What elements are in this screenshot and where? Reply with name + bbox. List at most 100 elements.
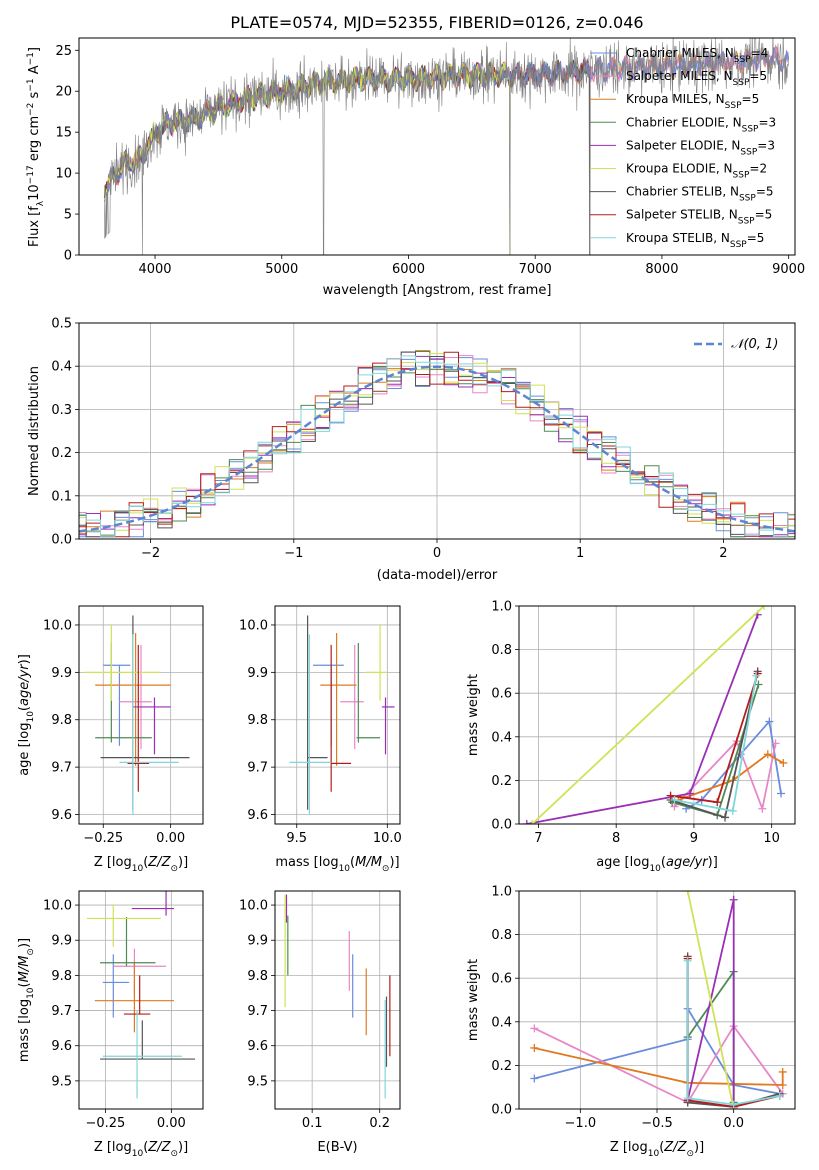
y-tick-label: 10.0 bbox=[239, 618, 268, 633]
y-tick-label: 0.8 bbox=[491, 928, 512, 943]
weight-line-kroupa_stelib bbox=[686, 960, 780, 1106]
y-tick-label: 10.0 bbox=[239, 899, 268, 914]
y-tick-label: 10.0 bbox=[43, 899, 72, 914]
y-tick-label: 0.0 bbox=[51, 533, 72, 548]
x-tick-label: 8000 bbox=[645, 262, 678, 277]
legend-entry: Salpeter MILES, NSSP=5 bbox=[626, 69, 767, 88]
weight-marker-kroupa_miles bbox=[530, 1043, 539, 1052]
x-axis-label: wavelength [Angstrom, rest frame] bbox=[323, 283, 552, 298]
weight-marker-salpeter_elodie bbox=[729, 895, 738, 904]
axes-mass_vs_ebv: 0.1 0.2 9.5 9.6 9.7 9.8 9.9 10.0 E(B-V) bbox=[239, 890, 401, 1155]
weight-line-salpeter_miles bbox=[673, 739, 777, 812]
y-tick-label: 10.0 bbox=[43, 618, 72, 633]
y-tick-label: 9.5 bbox=[51, 1074, 72, 1089]
histogram-kroupa_elodie bbox=[79, 353, 795, 538]
plot-area-age_vs_Z bbox=[84, 615, 190, 815]
axes-frame bbox=[78, 605, 204, 825]
axes-age_vs_Z: −0.25 0.00 9.6 9.7 9.8 9.9 10.0 Z [log10(Z/Z⊙)]… bbox=[17, 605, 204, 874]
weight-marker-chabrier_miles bbox=[530, 1074, 539, 1083]
axes-frame bbox=[78, 37, 796, 256]
axes-frame bbox=[518, 890, 796, 1110]
x-axis-label: E(B-V) bbox=[317, 1140, 357, 1155]
y-axis-label: Flux [fλ10−17 erg cm−2 s−1 A−1] bbox=[26, 47, 46, 247]
axes-frame bbox=[78, 322, 796, 540]
weight-marker-kroupa_stelib bbox=[728, 806, 737, 815]
weight-marker-kroupa_stelib bbox=[775, 1091, 784, 1100]
weight-marker-salpeter_miles bbox=[771, 739, 780, 748]
figure-title: PLATE=0574, MJD=52355, FIBERID=0126, z=0… bbox=[230, 13, 643, 32]
weight-marker-chabrier_stelib bbox=[721, 813, 730, 822]
y-tick-label: 1.0 bbox=[491, 600, 512, 615]
y-tick-label: 9.6 bbox=[51, 1039, 72, 1054]
weight-marker-chabrier_miles bbox=[777, 789, 786, 798]
x-tick-label: 9000 bbox=[772, 262, 805, 277]
legend-entry: Chabrier STELIB, NSSP=5 bbox=[626, 185, 774, 204]
y-tick-label: 15 bbox=[55, 126, 72, 141]
weight-marker-kroupa_stelib bbox=[729, 1100, 738, 1109]
normal-distribution-curve bbox=[79, 365, 795, 533]
y-tick-label: 0.6 bbox=[491, 687, 512, 702]
y-axis-label: mass weight bbox=[466, 674, 481, 756]
x-tick-label: −1.0 bbox=[565, 1116, 597, 1131]
y-tick-label: 9.6 bbox=[247, 1039, 268, 1054]
x-tick-label: 0 bbox=[433, 546, 441, 561]
axes-spectrum: 4000 5000 6000 7000 8000 9000 0 5 10 15 20 25 wavele… bbox=[26, 37, 805, 298]
weight-line-kroupa_elodie bbox=[531, 606, 765, 824]
y-tick-label: 0.4 bbox=[491, 1015, 512, 1030]
axes-frame bbox=[518, 605, 796, 825]
legend-entry: Chabrier MILES, NSSP=4 bbox=[626, 46, 768, 65]
y-tick-label: 0.4 bbox=[491, 730, 512, 745]
x-tick-label: 7000 bbox=[519, 262, 552, 277]
weight-line-kroupa_stelib bbox=[674, 675, 757, 812]
legend-label: 𝒩(0, 1) bbox=[731, 337, 778, 352]
x-tick-label: 7 bbox=[534, 831, 542, 846]
weight-marker-kroupa_miles bbox=[779, 758, 788, 767]
y-tick-label: 9.7 bbox=[247, 761, 268, 776]
x-axis-label: Z [log10(Z/Z⊙)] bbox=[94, 1140, 188, 1159]
weight-marker-kroupa_stelib bbox=[670, 796, 679, 805]
weight-line-kroupa_miles bbox=[678, 753, 784, 801]
weight-line-salpeter_miles bbox=[533, 1024, 784, 1104]
plot-area-residuals bbox=[79, 350, 795, 538]
model-spectrum-chabrier_miles bbox=[103, 47, 790, 202]
plot-area-mass_vs_Z bbox=[86, 891, 196, 1099]
weight-marker-chabrier_miles bbox=[765, 717, 774, 726]
y-tick-label: 0.3 bbox=[51, 403, 72, 418]
y-tick-label: 5 bbox=[64, 208, 72, 223]
y-tick-label: 0.0 bbox=[491, 818, 512, 833]
histogram-salpeter_stelib bbox=[79, 351, 795, 538]
legend-entry: Chabrier ELODIE, NSSP=3 bbox=[626, 115, 776, 134]
y-tick-label: 9.6 bbox=[51, 808, 72, 823]
histogram-salpeter_miles bbox=[79, 351, 795, 538]
x-tick-label: 0.2 bbox=[369, 1116, 390, 1131]
y-tick-label: 9.9 bbox=[51, 934, 72, 949]
x-tick-label: −2 bbox=[141, 546, 160, 561]
weight-marker-kroupa_stelib bbox=[683, 1094, 692, 1103]
axes-frame bbox=[274, 890, 401, 1110]
weight-marker-salpeter_elodie bbox=[686, 789, 695, 798]
y-tick-label: 9.9 bbox=[247, 666, 268, 681]
x-tick-label: 6000 bbox=[392, 262, 425, 277]
axes-frame bbox=[78, 890, 204, 1110]
y-axis-label: age [log10(age/yr)] bbox=[17, 654, 36, 776]
x-tick-label: 9 bbox=[690, 831, 698, 846]
x-tick-label: 5000 bbox=[265, 262, 298, 277]
axes-residuals: −2 −1 0 1 2 0.0 0.1 0.2 0.3 0.4 0.5 (data-model)/er… bbox=[27, 317, 796, 583]
plot-area-weight_vs_age bbox=[522, 606, 788, 824]
legend-entry: Kroupa ELODIE, NSSP=2 bbox=[626, 162, 767, 181]
x-tick-label: 10.0 bbox=[373, 831, 402, 846]
weight-line-kroupa_miles bbox=[534, 1047, 784, 1086]
y-tick-label: 0.4 bbox=[51, 360, 72, 375]
y-tick-label: 10 bbox=[55, 167, 72, 182]
x-tick-label: −0.25 bbox=[85, 1116, 125, 1131]
y-tick-label: 0.6 bbox=[491, 972, 512, 987]
y-tick-label: 9.5 bbox=[247, 1074, 268, 1089]
x-tick-label: 4000 bbox=[138, 262, 171, 277]
histogram-kroupa_stelib bbox=[79, 355, 795, 538]
x-tick-label: 0.00 bbox=[157, 1116, 186, 1131]
x-tick-label: 0.1 bbox=[302, 1116, 323, 1131]
weight-marker-kroupa_miles bbox=[778, 1081, 787, 1090]
y-axis-label: Normed distribution bbox=[27, 366, 42, 496]
y-tick-label: 20 bbox=[55, 85, 72, 100]
